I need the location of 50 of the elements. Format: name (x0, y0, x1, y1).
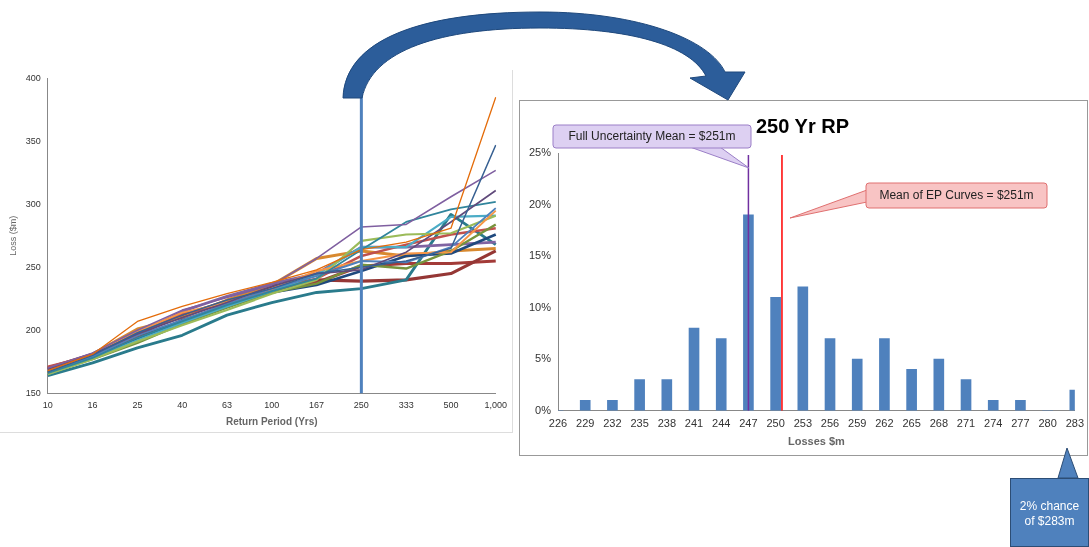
annotation: Mean of EP Curves = $251m (866, 183, 1047, 208)
y-tick-label: 15% (528, 249, 552, 262)
x-tick-label: 100 (264, 400, 280, 411)
x-tick-label: 277 (1011, 417, 1030, 430)
x-axis-title: Return Period (Yrs) (225, 415, 318, 427)
x-tick-label: 235 (630, 417, 649, 430)
x-axis-title: Losses $m (787, 435, 846, 448)
text: 2% chance of $283m (1010, 478, 1089, 547)
x-tick-label: 253 (793, 417, 812, 430)
y-tick-label: 150 (25, 387, 41, 398)
x-tick-label: 247 (739, 417, 758, 430)
x-tick-label: 244 (712, 417, 731, 430)
x-tick-label: 274 (984, 417, 1003, 430)
y-tick-label: 10% (528, 300, 552, 313)
y-tick-label: 0% (535, 403, 552, 416)
x-tick-label: 280 (1038, 417, 1057, 430)
x-tick-label: 10 (42, 400, 53, 411)
x-tick-label: 265 (902, 417, 921, 430)
x-tick-label: 250 (353, 400, 369, 411)
y-tick-label: 200 (25, 324, 41, 335)
x-tick-label: 268 (929, 417, 948, 430)
y-tick-label: 5% (535, 352, 552, 365)
y-tick-label: 250 (25, 261, 41, 272)
x-tick-label: 25 (132, 400, 143, 411)
x-tick-label: 226 (548, 417, 568, 430)
x-tick-label: 500 (443, 400, 459, 411)
x-tick-label: 40 (177, 400, 188, 411)
x-tick-label: 232 (603, 417, 622, 430)
x-tick-label: 262 (875, 417, 894, 430)
x-tick-label: 333 (398, 400, 414, 411)
x-tick-label: 63 (221, 400, 232, 411)
x-tick-label: 241 (684, 417, 704, 430)
x-tick-label: 259 (848, 417, 867, 430)
x-tick-label: 271 (956, 417, 976, 430)
x-tick-label: 167 (309, 400, 325, 411)
y-tick-label: 20% (528, 197, 552, 210)
x-tick-label: 229 (576, 417, 595, 430)
x-tick-label: 1,000 (484, 400, 507, 411)
chart-title: 250 Yr RP (755, 114, 850, 137)
y-tick-label: 25% (528, 146, 552, 159)
x-tick-label: 16 (87, 400, 98, 411)
x-tick-label: 250 (766, 417, 785, 430)
x-tick-label: 238 (657, 417, 676, 430)
y-tick-label: 300 (25, 198, 41, 209)
y-axis-title: Loss ($m) (7, 215, 18, 256)
x-tick-label: 256 (820, 417, 840, 430)
x-tick-label: 283 (1065, 417, 1084, 430)
y-tick-label: 400 (25, 72, 41, 83)
text: Full Uncertainty Mean = $251m (553, 125, 751, 148)
y-tick-label: 350 (25, 135, 41, 146)
